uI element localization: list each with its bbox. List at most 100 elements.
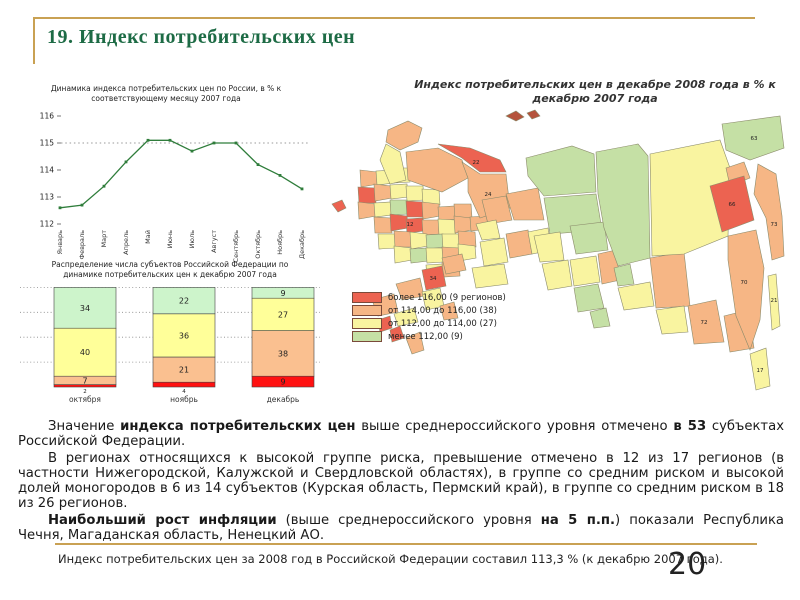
text-run: субъектах Российской Федерации. (18, 419, 784, 450)
text-run: ) показали Республика Чечня, Магаданская… (18, 513, 784, 544)
footer-text: Индекс потребительских цен за 2008 год в… (58, 552, 723, 566)
map-title: Индекс потребительских цен в декабре 200… (414, 78, 776, 105)
map-region (649, 251, 691, 309)
bar-segment (251, 297, 315, 331)
map-region (437, 143, 507, 173)
map-region (525, 145, 597, 197)
line-chart-plot: 116 115 114 113 112 Январь Февраль Март Апрель Ма… (20, 104, 312, 284)
svg-text:38: 38 (278, 349, 288, 358)
legend-count: (38) (479, 305, 497, 316)
map-region (479, 237, 509, 267)
map-region (409, 231, 429, 250)
line-chart-title: Динамика индекса потребительских цен по … (50, 84, 282, 103)
map-region (331, 199, 347, 213)
map-region (617, 281, 655, 311)
svg-text:112: 112 (40, 219, 55, 228)
svg-text:22: 22 (179, 296, 189, 305)
paragraph-1: Значение индекса потребительских цен выш… (18, 419, 784, 449)
map-region (379, 143, 407, 185)
legend-label: от 112,00 до 114,00 (388, 318, 477, 329)
page-number: 20 (668, 547, 707, 582)
map-region (573, 283, 605, 313)
map-region (441, 233, 461, 250)
map-region (437, 218, 457, 236)
map-region (377, 233, 397, 250)
map-region (709, 175, 755, 233)
map-region (457, 230, 477, 248)
map-region (357, 201, 377, 220)
cpi-line-chart: Динамика индекса потребительских цен по … (20, 84, 312, 284)
svg-text:113: 113 (40, 192, 55, 201)
map-region (373, 201, 393, 218)
legend-row: от 114,00 до 116,00 (38) (352, 304, 506, 317)
region-code-label: 73 (771, 222, 778, 228)
region-code-label: 70 (741, 280, 748, 286)
legend-row: от 112,00 до 114,00 (27) (352, 317, 506, 330)
map-region (393, 245, 413, 264)
svg-text:27: 27 (278, 310, 288, 319)
paragraph-2: В регионах относящихся к высокой группе … (18, 451, 784, 511)
svg-text:Октябрь: Октябрь (254, 229, 262, 258)
map-region (569, 221, 609, 255)
text-run-bold: Наибольший рост инфляции (48, 513, 277, 529)
map-region (441, 253, 467, 275)
page-title: 19. Индекс потребительских цен (47, 26, 356, 48)
svg-text:Декабрь: Декабрь (298, 229, 306, 258)
map-region (481, 195, 513, 225)
svg-text:Июль: Июль (188, 229, 196, 247)
map-region (437, 205, 457, 222)
svg-text:Май: Май (144, 230, 152, 244)
paragraph-3: Наибольший рост инфляции (выше среднерос… (18, 513, 784, 543)
svg-text:36: 36 (179, 331, 189, 340)
svg-text:2: 2 (83, 389, 87, 395)
body-text: Значение индекса потребительских цен выш… (18, 419, 784, 545)
svg-text:7: 7 (82, 376, 87, 385)
svg-text:115: 115 (40, 138, 55, 147)
legend-label: более 116,00 (388, 292, 447, 303)
map-region (655, 305, 689, 335)
region-code-label: 21 (771, 298, 778, 304)
map-region (373, 183, 393, 202)
map-region (405, 200, 425, 218)
svg-text:34: 34 (80, 303, 90, 312)
map-region (421, 265, 447, 291)
legend-swatch-orange (352, 305, 382, 316)
map-region (753, 163, 785, 261)
bar-segment (152, 286, 216, 314)
regions-stacked-bar-chart: Распределение числа субъектов Российской… (20, 260, 320, 416)
bar-segment (152, 312, 216, 357)
map-region (589, 307, 611, 329)
text-run-bold: в 53 (673, 419, 707, 434)
bar-chart-plot: 2 7 40 34 октября 4 21 36 22 ноябрь 9 38 27 9 декабрь (20, 280, 320, 416)
bar-segment (152, 381, 216, 387)
legend-label: от 114,00 до 116,00 (388, 305, 477, 316)
region-code-label: 12 (407, 222, 414, 228)
map-region (613, 263, 635, 287)
map-region (721, 115, 785, 161)
svg-text:Январь: Январь (56, 229, 64, 254)
map-region (595, 143, 651, 267)
map-region (533, 231, 565, 263)
svg-text:40: 40 (80, 348, 90, 357)
svg-text:Июнь: Июнь (166, 229, 174, 248)
svg-text:декабрь: декабрь (267, 395, 300, 404)
map-region (453, 215, 473, 234)
map-region (389, 199, 409, 216)
gold-border-left (33, 17, 35, 64)
russia-choropleth-map: 22 24 12 34 66 63 73 70 72 17 21 (330, 108, 790, 420)
map-region (471, 263, 509, 289)
legend-count: (27) (479, 318, 497, 329)
map-region (541, 259, 573, 291)
svg-text:116: 116 (40, 111, 55, 120)
bar-segment (53, 286, 117, 328)
map-region (505, 110, 525, 122)
region-code-label: 66 (729, 202, 736, 208)
map-region (727, 229, 765, 351)
svg-text:9: 9 (280, 288, 285, 297)
map-region (393, 230, 413, 248)
svg-text:ноябрь: ноябрь (170, 395, 198, 404)
footer-divider (55, 543, 757, 545)
